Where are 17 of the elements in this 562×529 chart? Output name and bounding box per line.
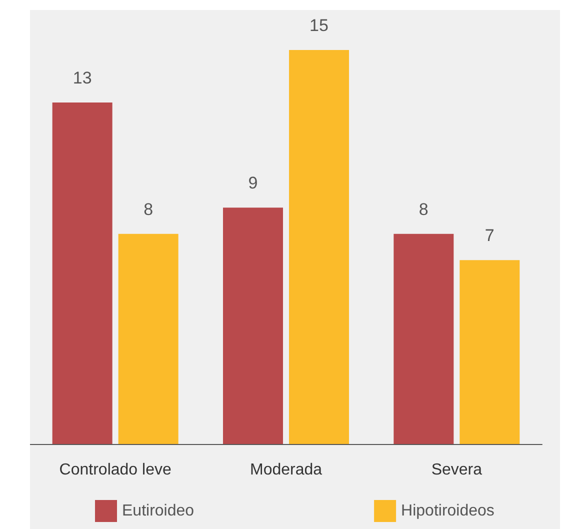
data-label: 13: [72, 68, 92, 88]
legend-label: Eutiroideo: [122, 502, 194, 520]
bar: [52, 102, 112, 444]
legend-label: Hipotiroideos: [401, 502, 494, 520]
data-label: 7: [484, 226, 494, 246]
bar: [394, 234, 454, 444]
data-label: 8: [418, 200, 428, 219]
x-tick-label: Moderada: [250, 462, 322, 478]
data-label: 9: [248, 174, 258, 193]
bar: [289, 50, 349, 444]
bar: [223, 208, 283, 444]
bar: [460, 260, 520, 444]
x-tick-label: Severa: [431, 462, 482, 478]
data-label: 8: [144, 200, 154, 219]
data-label: 15: [310, 16, 328, 35]
x-tick-label: Controlado leve: [59, 462, 172, 478]
bar: [118, 234, 178, 444]
